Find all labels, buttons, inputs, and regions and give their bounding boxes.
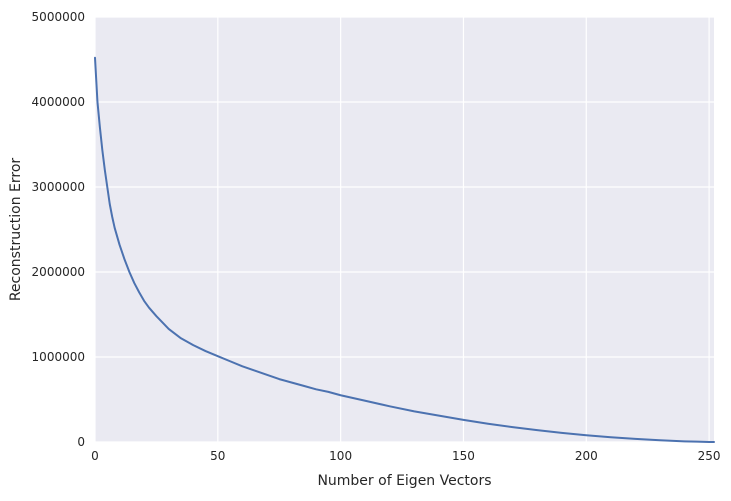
y-tick-label: 5000000 [32,10,85,24]
y-tick-label: 4000000 [32,95,85,109]
y-tick-label: 1000000 [32,350,85,364]
y-axis-ticks: 0 1000000 2000000 3000000 4000000 5000000 [32,10,85,449]
x-tick-label: 150 [452,449,475,463]
plot-area [95,17,714,442]
y-tick-label: 2000000 [32,265,85,279]
x-axis-label: Number of Eigen Vectors [317,473,491,489]
x-tick-label: 200 [575,449,598,463]
x-axis-ticks: 0 50 100 150 200 250 [91,449,720,463]
grid [94,16,714,443]
x-tick-label: 250 [698,449,721,463]
y-axis-label: Reconstruction Error [8,158,24,302]
y-tick-label: 0 [77,435,85,449]
x-tick-label: 0 [91,449,99,463]
series-layer [94,56,715,443]
x-tick-label: 100 [329,449,352,463]
x-tick-label: 50 [210,449,225,463]
y-tick-label: 3000000 [32,180,85,194]
series-line [94,56,715,443]
